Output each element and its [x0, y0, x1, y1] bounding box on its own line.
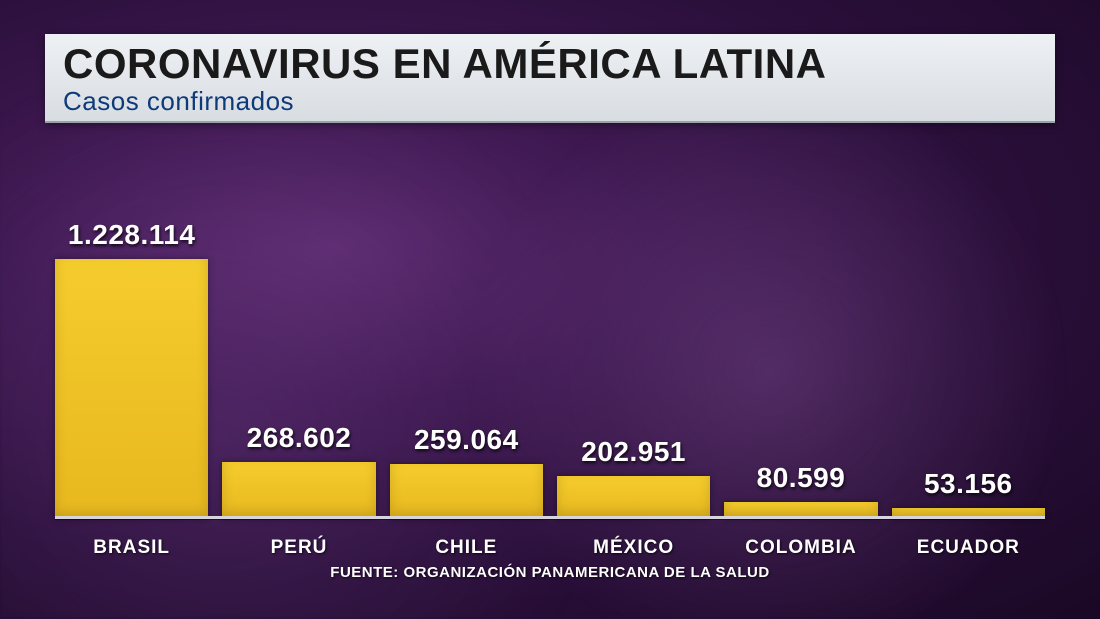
bar-category-label: PERÚ — [222, 537, 375, 559]
bar-slot: 80.599 — [724, 180, 877, 519]
chart-labels-row: BRASIL PERÚ CHILE MÉXICO COLOMBIA ECUADOR — [55, 537, 1045, 559]
bar — [557, 476, 710, 519]
bar-slot: 53.156 — [892, 180, 1045, 519]
bar-value-label: 80.599 — [757, 462, 846, 494]
bar-value-label: 53.156 — [924, 468, 1013, 500]
bar-slot: 1.228.114 — [55, 180, 208, 519]
bar-value-label: 259.064 — [414, 424, 519, 456]
bar-category-label: BRASIL — [55, 537, 208, 559]
bar — [55, 259, 208, 519]
header-panel: CORONAVIRUS EN AMÉRICA LATINA Casos conf… — [45, 34, 1055, 123]
bar-value-label: 1.228.114 — [68, 219, 196, 251]
bar-category-label: CHILE — [390, 537, 543, 559]
chart-area: 1.228.114 268.602 259.064 202.951 80.599 53.1… — [55, 180, 1045, 519]
bar — [390, 464, 543, 519]
chart-baseline — [55, 516, 1045, 519]
source-attribution: FUENTE: ORGANIZACIÓN PANAMERICANA DE LA … — [0, 564, 1100, 581]
bar-slot: 268.602 — [222, 180, 375, 519]
bar-category-label: ECUADOR — [892, 537, 1045, 559]
bar — [222, 462, 375, 519]
bar-value-label: 268.602 — [247, 422, 352, 454]
bar-category-label: COLOMBIA — [724, 537, 877, 559]
chart-title: CORONAVIRUS EN AMÉRICA LATINA — [63, 40, 1037, 88]
bar-slot: 202.951 — [557, 180, 710, 519]
bar-category-label: MÉXICO — [557, 537, 710, 559]
chart-subtitle: Casos confirmados — [63, 86, 1037, 117]
bar-value-label: 202.951 — [581, 436, 686, 468]
bar-slot: 259.064 — [390, 180, 543, 519]
